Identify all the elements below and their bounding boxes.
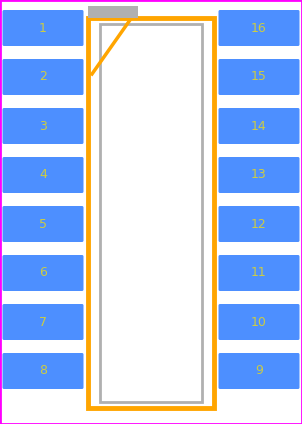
FancyBboxPatch shape — [2, 304, 83, 340]
FancyBboxPatch shape — [219, 157, 300, 193]
Text: 14: 14 — [251, 120, 267, 132]
Bar — [88, 6, 138, 18]
Text: 16: 16 — [251, 22, 267, 34]
FancyBboxPatch shape — [2, 108, 83, 144]
FancyBboxPatch shape — [219, 59, 300, 95]
Text: 8: 8 — [39, 365, 47, 377]
Text: 11: 11 — [251, 267, 267, 279]
FancyBboxPatch shape — [2, 157, 83, 193]
FancyBboxPatch shape — [219, 10, 300, 46]
Text: 3: 3 — [39, 120, 47, 132]
FancyBboxPatch shape — [2, 206, 83, 242]
FancyBboxPatch shape — [219, 206, 300, 242]
Bar — [100, 24, 202, 402]
FancyBboxPatch shape — [2, 255, 83, 291]
Bar — [88, 18, 214, 408]
FancyBboxPatch shape — [219, 353, 300, 389]
FancyBboxPatch shape — [219, 304, 300, 340]
FancyBboxPatch shape — [2, 353, 83, 389]
Text: 10: 10 — [251, 315, 267, 329]
Text: 2: 2 — [39, 70, 47, 84]
FancyBboxPatch shape — [2, 59, 83, 95]
Text: 9: 9 — [255, 365, 263, 377]
Text: 7: 7 — [39, 315, 47, 329]
Text: 13: 13 — [251, 168, 267, 181]
Text: 15: 15 — [251, 70, 267, 84]
FancyBboxPatch shape — [219, 108, 300, 144]
Text: 1: 1 — [39, 22, 47, 34]
Text: 4: 4 — [39, 168, 47, 181]
Text: 12: 12 — [251, 218, 267, 231]
Text: 6: 6 — [39, 267, 47, 279]
FancyBboxPatch shape — [219, 255, 300, 291]
FancyBboxPatch shape — [2, 10, 83, 46]
Text: 5: 5 — [39, 218, 47, 231]
